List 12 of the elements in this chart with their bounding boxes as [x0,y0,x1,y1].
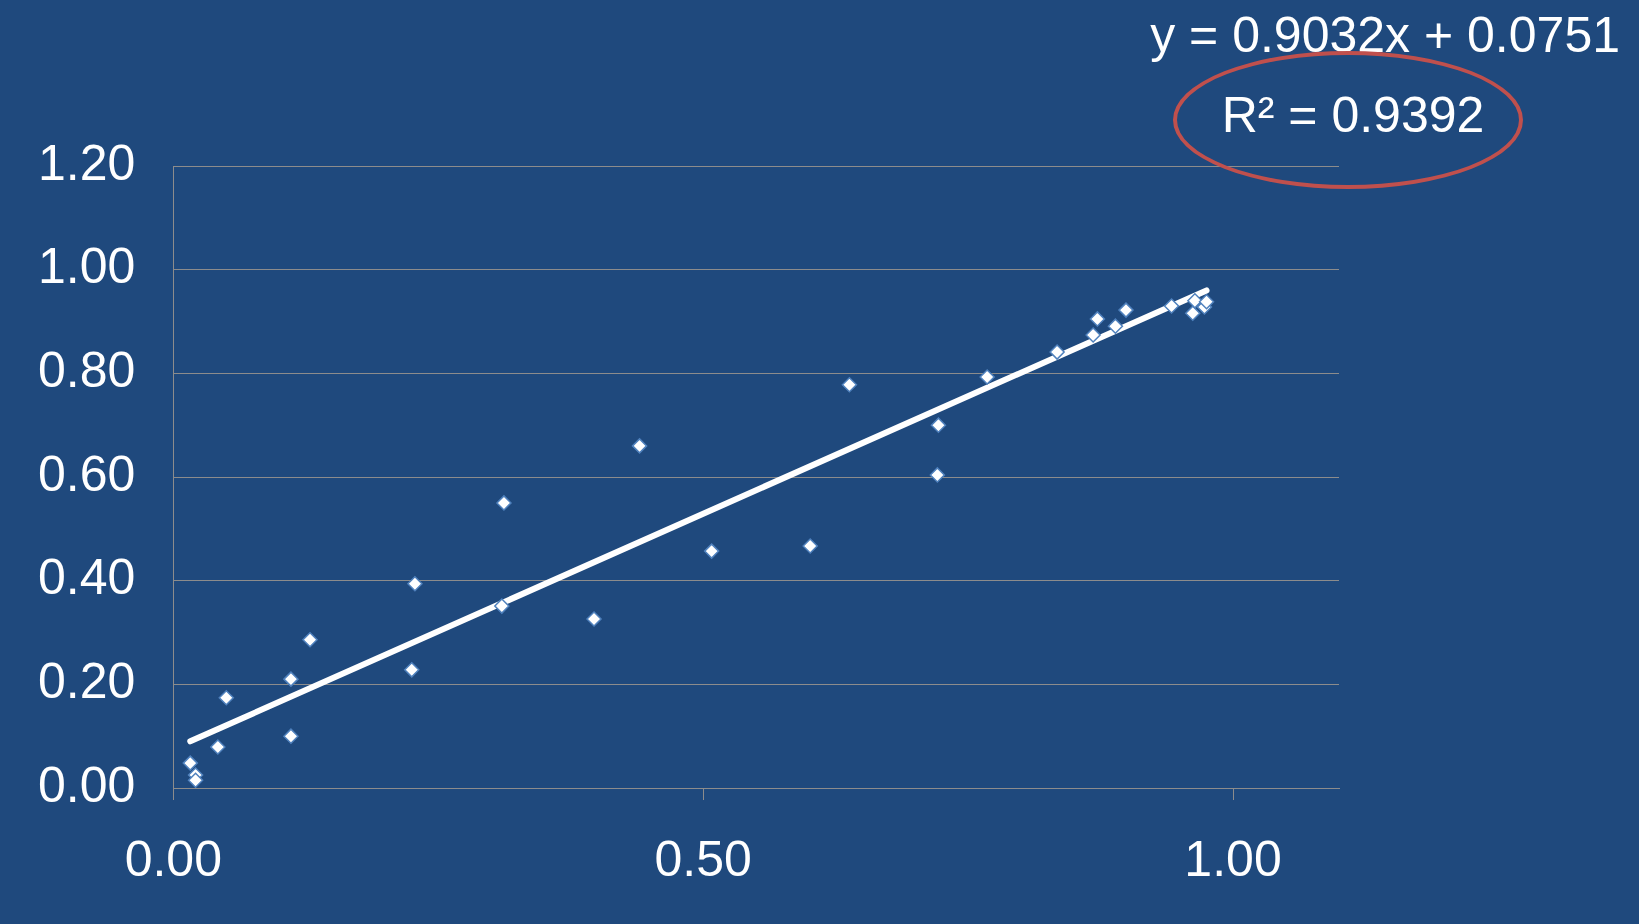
y-tick-label: 0.00 [37,756,136,813]
y-tick-label: 0.60 [37,445,136,502]
text: R² = 0.9392 [1221,87,1485,143]
y-tick-label: 1.20 [37,134,136,191]
x-tick-label: 0.00 [124,830,222,887]
text: y = 0.9032x + 0.0751 [1150,7,1620,63]
y-tick-label: 0.20 [37,653,136,710]
y-tick-label: 1.00 [37,238,136,295]
x-tick-label: 0.50 [654,830,752,887]
x-tick-label: 1.00 [1184,830,1282,887]
y-tick-label: 0.80 [37,342,136,399]
y-tick-label: 0.40 [37,549,136,606]
